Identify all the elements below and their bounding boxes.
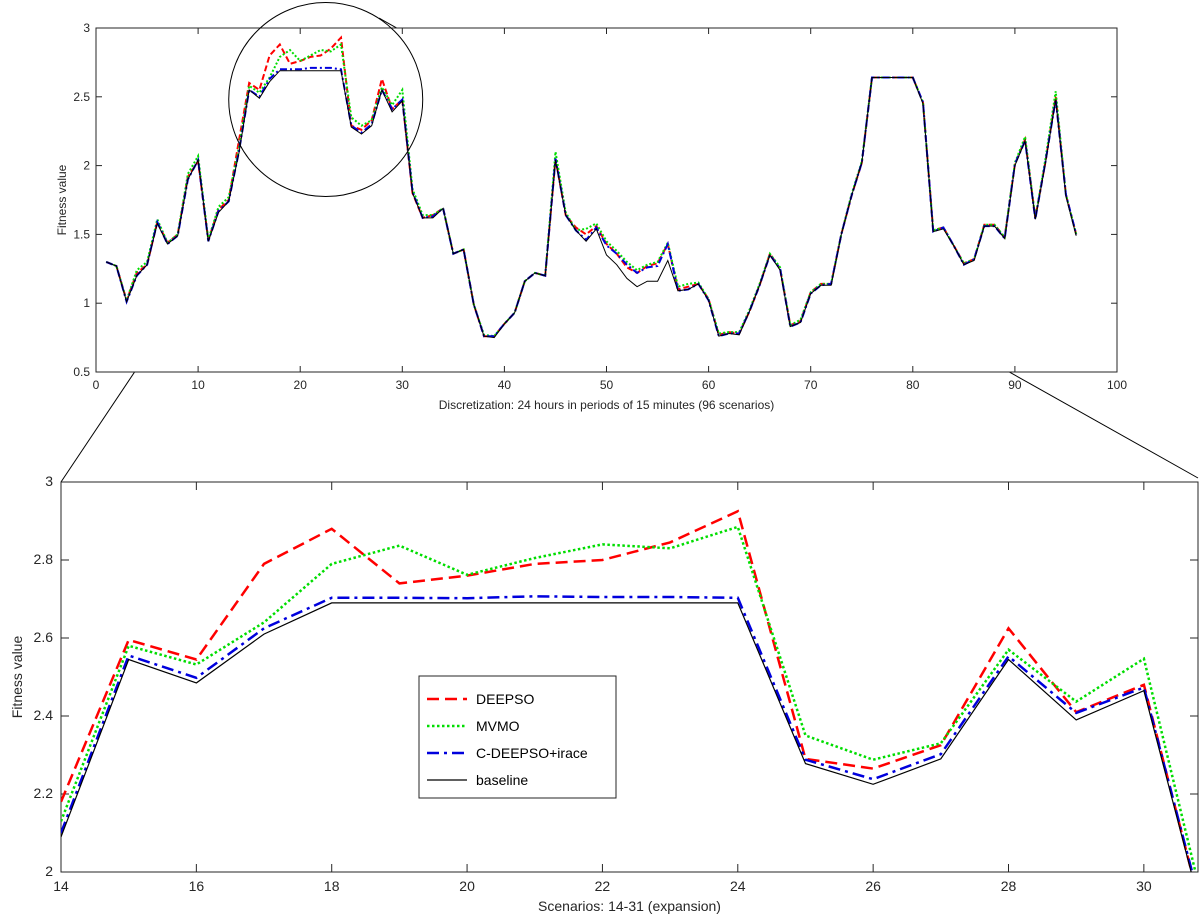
bottom-series-baseline	[61, 602, 1192, 872]
legend-label: MVMO	[476, 718, 520, 734]
bottom-x-tick-labels: 14 16 18 20 22 24 26 28 30	[53, 878, 1152, 894]
x-tick-label: 24	[730, 878, 746, 894]
legend-label: DEEPSO	[476, 691, 534, 707]
y-tick-label: 2	[83, 159, 90, 173]
legend-items: DEEPSO MVMO C-DEEPSO+irace baseline	[427, 691, 588, 788]
bottom-tick-marks	[60, 481, 1198, 873]
x-tick-label: 14	[53, 878, 69, 894]
bottom-series-deepso	[61, 509, 1193, 872]
y-tick-label: 1.5	[73, 227, 90, 241]
y-tick-label: 3	[83, 21, 90, 35]
top-series-lines	[105, 35, 1078, 339]
x-tick-label: 30	[1136, 878, 1152, 894]
x-tick-label: 70	[804, 378, 818, 392]
y-tick-label: 2.4	[34, 707, 54, 723]
top-tick-marks	[95, 27, 1118, 373]
x-tick-label: 26	[865, 878, 881, 894]
bottom-series-lines	[61, 509, 1197, 872]
y-tick-label: 3	[45, 473, 53, 489]
x-tick-label: 28	[1001, 878, 1017, 894]
x-tick-label: 40	[498, 378, 512, 392]
x-tick-label: 30	[396, 378, 410, 392]
legend-label: C-DEEPSO+irace	[476, 745, 588, 761]
x-tick-label: 20	[294, 378, 308, 392]
x-tick-label: 10	[191, 378, 205, 392]
y-tick-label: 2.2	[34, 785, 54, 801]
y-tick-label: 0.5	[73, 365, 90, 379]
x-tick-label: 20	[459, 878, 475, 894]
bottom-plot: 14 16 18 20 22 24 26 28 30 2 2.2 2.4 2.6 2.8 3 Scenar…	[9, 473, 1199, 914]
x-tick-label: 22	[595, 878, 611, 894]
top-plot: 0 10 20 30 40 50 60 70 80 90 100 0.5 1 1.5 2 2.5 3 Disc…	[55, 2, 1128, 412]
y-tick-label: 2.8	[34, 551, 54, 567]
top-x-tick-labels: 0 10 20 30 40 50 60 70 80 90 100	[93, 378, 1128, 392]
x-tick-label: 90	[1008, 378, 1022, 392]
y-tick-label: 2	[45, 863, 53, 879]
x-tick-label: 18	[324, 878, 340, 894]
legend: DEEPSO MVMO C-DEEPSO+irace baseline	[418, 675, 617, 799]
x-tick-label: 0	[93, 378, 100, 392]
y-tick-label: 2.5	[73, 90, 90, 104]
y-tick-label: 1	[83, 296, 90, 310]
top-y-tick-labels: 0.5 1 1.5 2 2.5 3	[73, 21, 90, 379]
x-tick-label: 100	[1107, 378, 1127, 392]
x-tick-label: 60	[702, 378, 716, 392]
legend-label: baseline	[476, 772, 528, 788]
zoom-circle	[228, 2, 424, 198]
top-plot-frame	[95, 27, 1118, 373]
x-tick-label: 16	[189, 878, 205, 894]
y-tick-label: 2.6	[34, 629, 54, 645]
top-x-axis-label: Discretization: 24 hours in periods of 1…	[439, 398, 775, 412]
bottom-y-tick-labels: 2 2.2 2.4 2.6 2.8 3	[34, 473, 54, 879]
top-series-deepso	[105, 35, 1078, 338]
x-tick-label: 50	[600, 378, 614, 392]
bottom-y-axis-label: Fitness value	[9, 636, 25, 719]
bottom-x-axis-label: Scenarios: 14-31 (expansion)	[538, 898, 721, 914]
legend-box	[418, 675, 617, 799]
top-y-axis-label: Fitness value	[55, 164, 69, 235]
x-tick-label: 80	[906, 378, 920, 392]
top-series-baseline	[106, 70, 1077, 339]
bottom-series-c-deepso-irace	[61, 595, 1194, 872]
